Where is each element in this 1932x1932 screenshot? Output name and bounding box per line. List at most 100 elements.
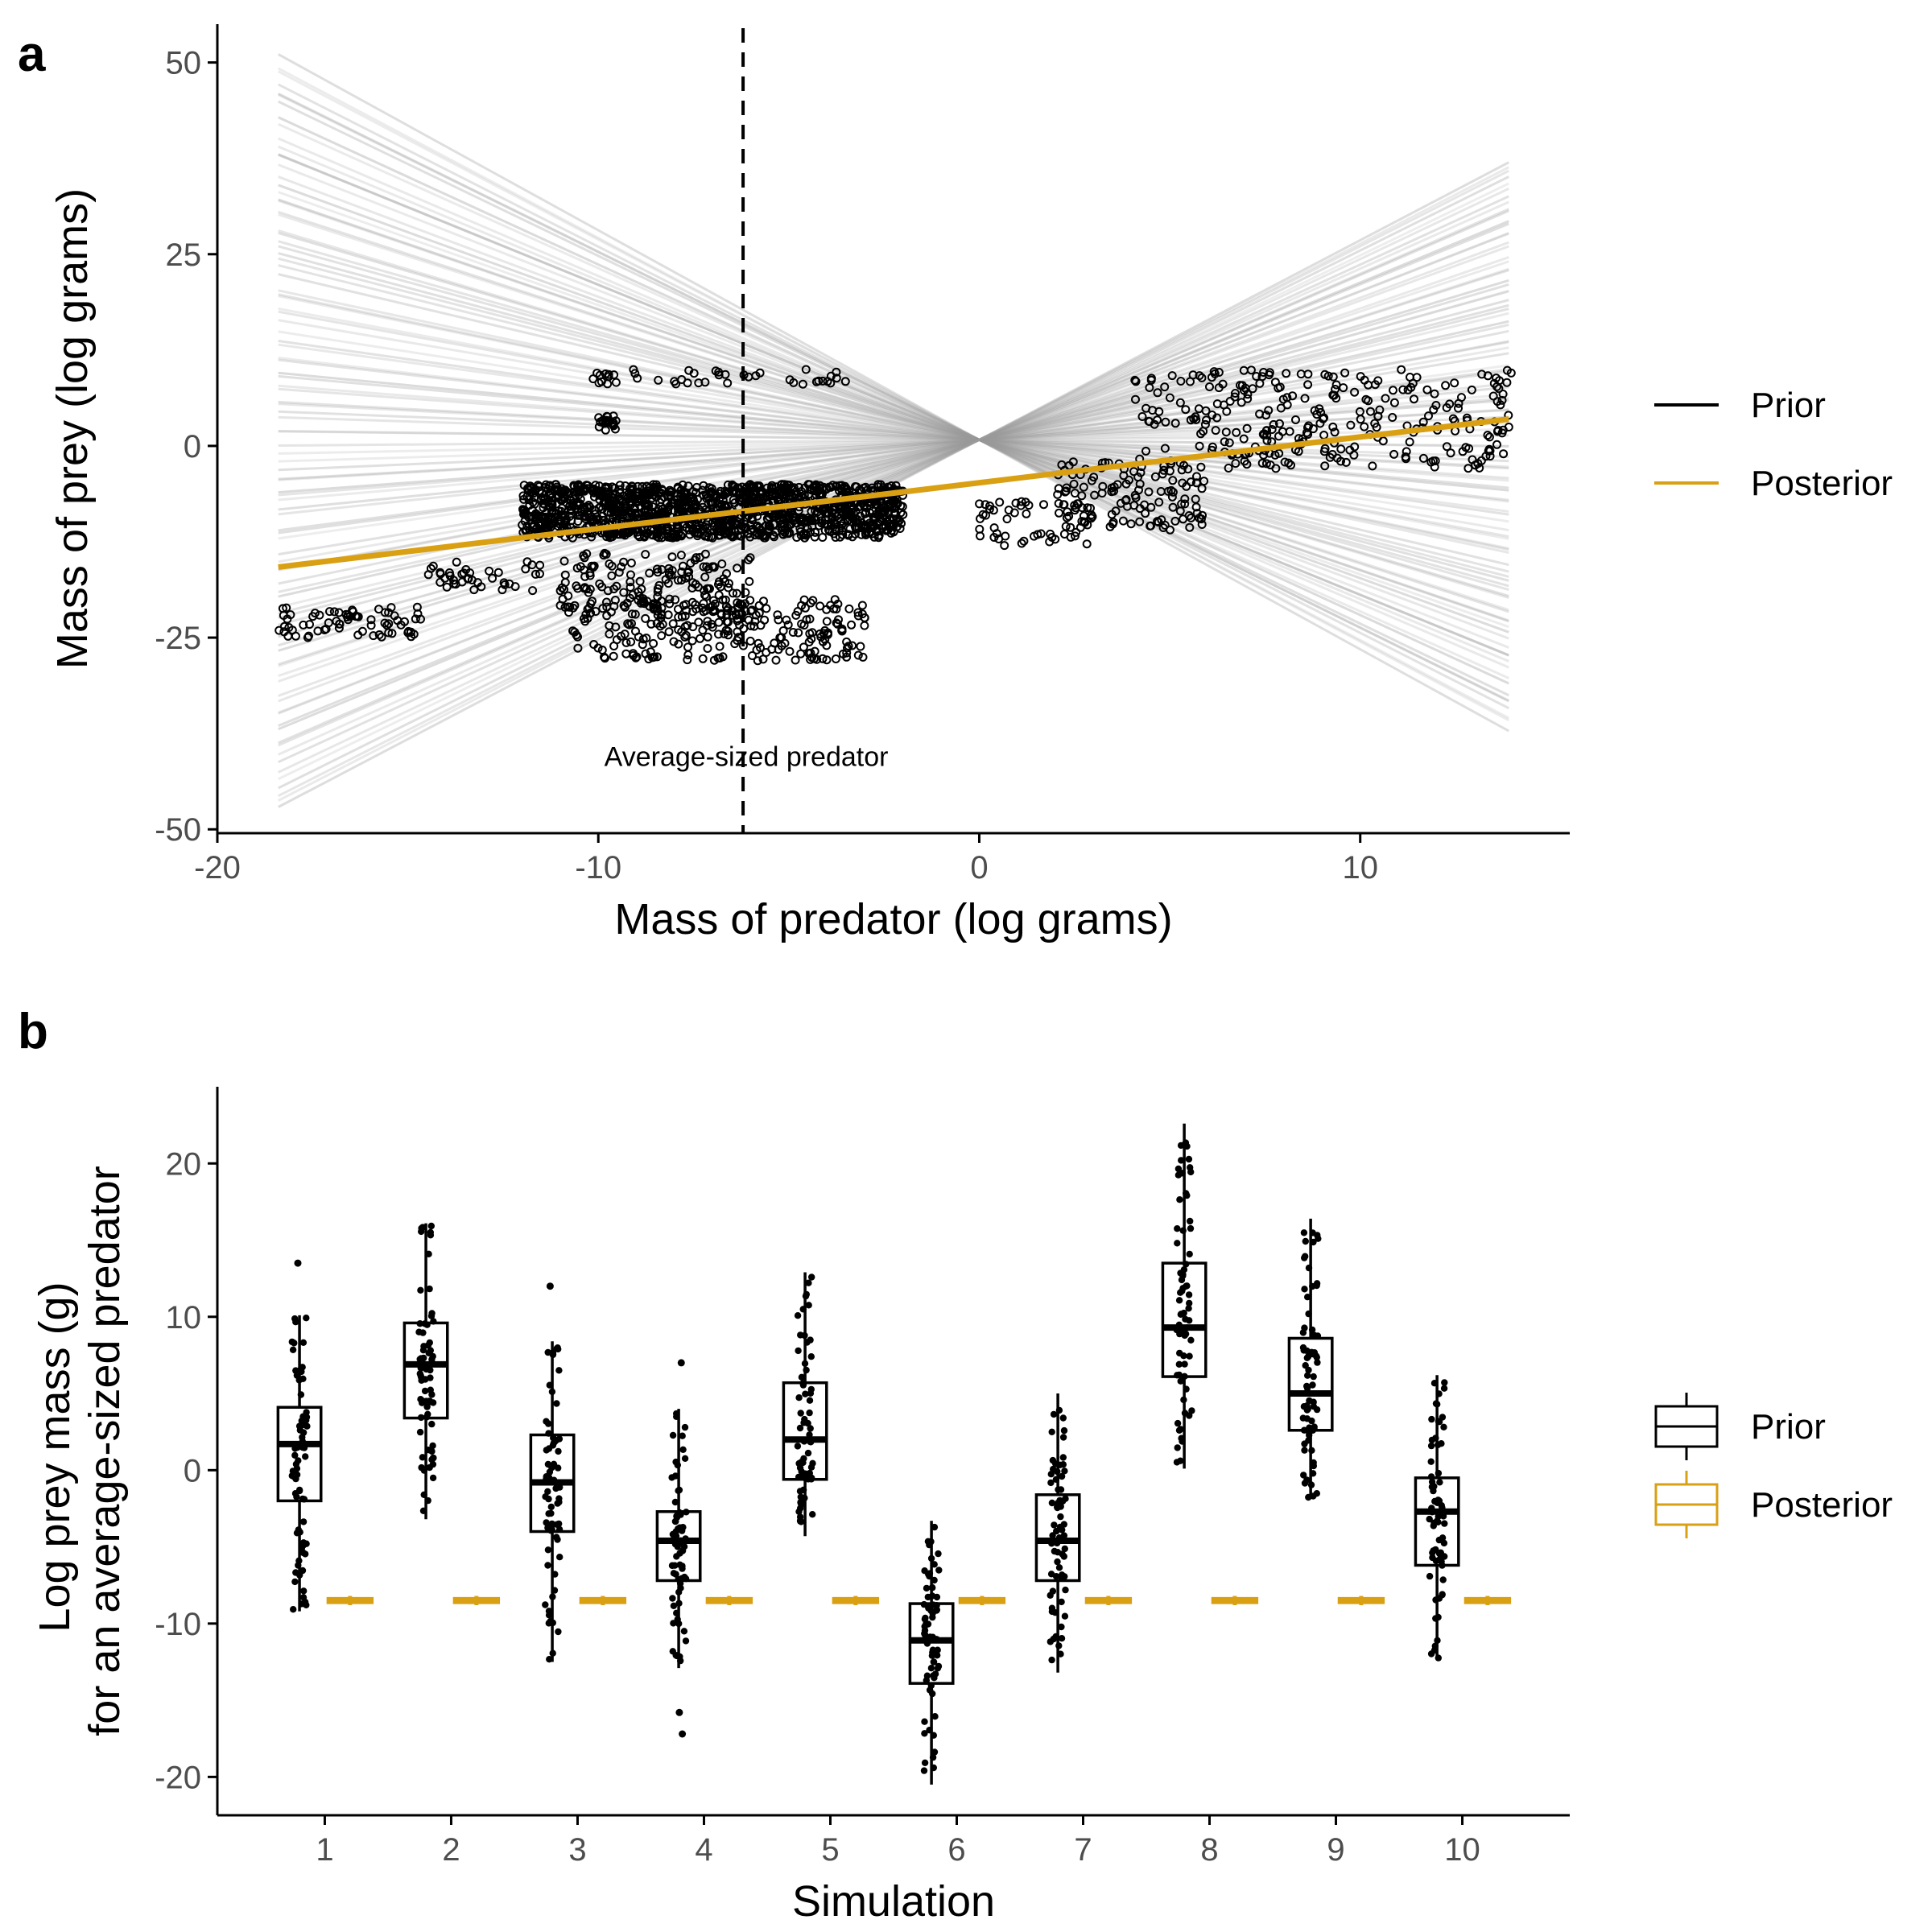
prior-draw-point — [1174, 1419, 1182, 1427]
data-point — [1366, 407, 1375, 416]
prior-draw-point — [680, 1628, 688, 1635]
data-point — [573, 643, 583, 653]
data-point — [602, 602, 612, 612]
prior-draw-point — [929, 1649, 936, 1656]
data-point — [1129, 467, 1138, 477]
b-y-tick-label: -20 — [155, 1760, 201, 1795]
data-point — [374, 605, 383, 614]
data-point — [749, 621, 759, 631]
prior-draw-point — [299, 1567, 307, 1575]
data-point — [1158, 469, 1167, 479]
data-point — [694, 617, 704, 627]
a-x-tick-label: -10 — [575, 850, 621, 886]
data-point — [631, 510, 641, 520]
prior-draw-point — [1302, 1237, 1310, 1245]
data-point — [1179, 514, 1188, 524]
b-y-axis-title: Log prey mass (g) for an average-sized p… — [31, 1166, 129, 1736]
prior-regression-line — [278, 290, 1509, 638]
prior-draw-point — [1301, 1447, 1308, 1454]
prior-draw-point — [1435, 1536, 1443, 1544]
data-point — [1488, 391, 1498, 401]
data-point — [610, 509, 620, 518]
data-point — [1397, 365, 1406, 374]
prior-draw-point — [927, 1665, 935, 1672]
data-point — [1349, 450, 1359, 460]
data-point — [683, 621, 692, 630]
data-point — [282, 603, 291, 613]
prior-regression-line — [278, 195, 1509, 764]
data-point — [366, 621, 376, 630]
prior-regression-line — [278, 213, 1509, 612]
data-point — [714, 530, 723, 540]
data-point — [343, 613, 353, 621]
data-point — [1062, 513, 1071, 522]
data-point — [1202, 415, 1211, 425]
data-point — [1039, 500, 1048, 510]
data-point — [1066, 532, 1075, 542]
data-point — [627, 609, 637, 619]
data-point — [524, 495, 534, 505]
data-point — [565, 602, 575, 612]
data-point — [1141, 403, 1151, 413]
data-point — [1122, 502, 1132, 511]
prior-draw-point — [1177, 1311, 1185, 1319]
b-legend-key-posterior — [1654, 1471, 1719, 1538]
data-point — [1107, 487, 1117, 497]
prior-draw-point — [670, 1602, 678, 1610]
data-point — [1259, 430, 1269, 440]
data-point — [601, 369, 610, 378]
prior-draw-point — [1047, 1471, 1055, 1478]
data-point — [304, 631, 313, 641]
prior-draw-point — [553, 1400, 560, 1407]
data-point — [1069, 479, 1079, 489]
data-point — [1282, 393, 1292, 402]
b-boxes — [276, 1123, 1512, 1785]
prior-regression-line — [278, 415, 1509, 458]
data-point — [1051, 535, 1060, 544]
data-point — [672, 531, 682, 541]
data-point — [583, 605, 592, 614]
prior-regression-line — [278, 340, 1509, 572]
data-point — [720, 489, 730, 499]
data-point — [1191, 412, 1200, 422]
data-point — [676, 551, 686, 560]
data-point — [601, 482, 611, 492]
data-point — [1167, 371, 1177, 381]
data-point — [284, 623, 294, 632]
posterior-box — [1084, 1596, 1133, 1605]
data-point — [334, 623, 344, 633]
prior-regression-line — [278, 340, 1509, 516]
data-point — [1066, 522, 1075, 532]
data-point — [713, 654, 723, 663]
a-y-axis-title: Mass of prey (log grams) — [48, 188, 97, 669]
data-point — [1356, 415, 1365, 424]
b-y-tick-label: -10 — [155, 1607, 201, 1642]
data-point — [559, 520, 569, 530]
data-point — [1231, 389, 1240, 398]
prior-draw-point — [550, 1439, 558, 1447]
prior-draw-point — [1441, 1379, 1448, 1386]
prior-draw-point — [1048, 1428, 1055, 1436]
data-point — [891, 509, 900, 518]
prior-draw-point — [1182, 1330, 1190, 1338]
data-point — [789, 378, 799, 387]
prior-draw-point — [807, 1425, 814, 1432]
a-points — [275, 365, 1516, 666]
data-point — [1144, 416, 1154, 426]
data-point — [1087, 476, 1096, 485]
data-point — [777, 641, 786, 650]
data-point — [602, 597, 611, 607]
prior-draw-point — [1186, 1352, 1193, 1360]
data-point — [352, 612, 361, 621]
b-x-tick-label: 3 — [568, 1832, 586, 1868]
data-point — [745, 576, 754, 586]
data-point — [975, 499, 985, 509]
posterior-regression-line — [278, 416, 1509, 570]
data-point — [784, 491, 794, 501]
prior-draw-point — [288, 1472, 295, 1480]
data-point — [724, 630, 733, 640]
prior-regression-line — [278, 240, 1509, 592]
data-point — [674, 625, 683, 634]
data-point — [820, 526, 830, 535]
prior-box-iqr-box — [1161, 1261, 1208, 1378]
